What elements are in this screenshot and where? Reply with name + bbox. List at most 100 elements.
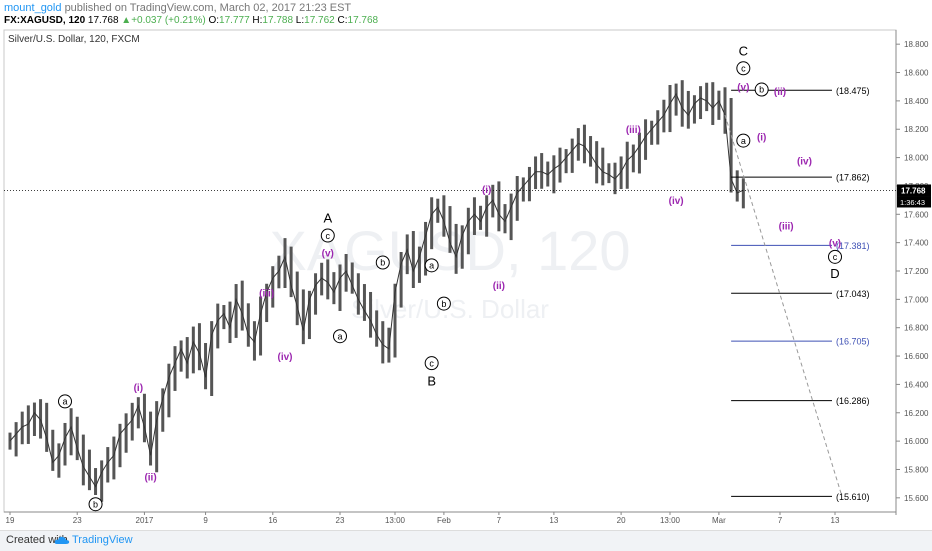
y-tick-label: 16.800 bbox=[904, 324, 929, 333]
wave-label: c bbox=[741, 63, 746, 73]
fib-level-label: (17.381) bbox=[836, 241, 870, 251]
tradingview-link[interactable]: TradingView bbox=[72, 534, 133, 546]
wave-label: (iv) bbox=[797, 156, 812, 167]
wave-label: b bbox=[380, 258, 385, 268]
wave-label: (v) bbox=[322, 249, 334, 260]
low-label: L: bbox=[295, 15, 305, 26]
x-tick-label: Feb bbox=[437, 516, 451, 525]
x-tick-label: 13:00 bbox=[385, 516, 406, 525]
x-tick-label: 13:00 bbox=[660, 516, 681, 525]
wave-circle bbox=[736, 61, 751, 76]
wave-label: a bbox=[337, 331, 342, 341]
fib-level-label: (18.475) bbox=[836, 86, 870, 96]
x-tick-label: 23 bbox=[336, 516, 345, 525]
wave-label: D bbox=[830, 266, 839, 281]
y-tick-label: 16.200 bbox=[904, 409, 929, 418]
wave-circle bbox=[58, 394, 72, 409]
wave-label: (i) bbox=[482, 185, 491, 196]
fib-level-label: (17.043) bbox=[836, 289, 870, 299]
wave-label: (v) bbox=[737, 83, 749, 94]
author-link[interactable]: mount_gold bbox=[4, 2, 62, 14]
published-text: published on TradingView.com, March 02, … bbox=[64, 2, 352, 14]
open-value: 17.777 bbox=[219, 15, 250, 26]
wave-label: b bbox=[759, 85, 764, 95]
high-label: H: bbox=[252, 15, 263, 26]
countdown-label: 1:36:43 bbox=[900, 198, 925, 207]
wave-circle bbox=[424, 356, 439, 371]
y-tick-label: 17.400 bbox=[904, 239, 929, 248]
wave-label: b bbox=[93, 499, 98, 509]
y-tick-label: 16.000 bbox=[904, 437, 929, 446]
y-tick-label: 18.800 bbox=[904, 40, 929, 49]
wave-circle bbox=[436, 296, 451, 311]
open-label: O: bbox=[208, 15, 220, 26]
author-line: mount_gold published on TradingView.com,… bbox=[4, 2, 351, 14]
wave-label: (i) bbox=[757, 132, 766, 143]
x-tick-label: 9 bbox=[203, 516, 208, 525]
y-tick-label: 18.400 bbox=[904, 97, 929, 106]
tradingview-cloud-icon bbox=[54, 536, 70, 544]
wave-circle bbox=[320, 228, 335, 243]
chart-title: Silver/U.S. Dollar, 120, FXCM bbox=[8, 34, 140, 45]
symbol-label: FX:XAGUSD, 120 bbox=[4, 15, 86, 26]
x-tick-label: 13 bbox=[831, 516, 840, 525]
fib-level-label: (17.862) bbox=[836, 173, 870, 183]
wave-label: (iii) bbox=[779, 222, 794, 233]
x-tick-label: 23 bbox=[73, 516, 82, 525]
wave-circle bbox=[828, 249, 842, 264]
wave-label: (v) bbox=[829, 239, 841, 250]
watermark-name: Silver/U.S. Dollar bbox=[351, 294, 549, 324]
wave-label: (iv) bbox=[278, 352, 293, 363]
y-tick-label: 15.800 bbox=[904, 465, 929, 474]
projection-line bbox=[724, 114, 842, 494]
wave-label: (iii) bbox=[626, 125, 641, 136]
y-tick-label: 16.400 bbox=[904, 380, 929, 389]
wave-label: (iii) bbox=[259, 288, 274, 299]
x-tick-label: Mar bbox=[712, 516, 726, 525]
x-tick-label: 16 bbox=[268, 516, 277, 525]
price-line bbox=[9, 92, 744, 488]
wave-circle bbox=[375, 255, 390, 270]
wave-label: (i) bbox=[134, 383, 143, 394]
footer-bar: Created with TradingView bbox=[0, 530, 932, 551]
wave-label: a bbox=[429, 261, 434, 271]
last-price: 17.768 bbox=[87, 15, 119, 26]
wave-label: a bbox=[62, 397, 67, 407]
wave-label: b bbox=[441, 299, 446, 309]
current-price-tag bbox=[897, 184, 931, 197]
close-label: C: bbox=[337, 15, 348, 26]
wave-label: (ii) bbox=[774, 87, 786, 98]
countdown-tag bbox=[897, 196, 931, 208]
current-price-label: 17.768 bbox=[901, 186, 926, 195]
wave-label: (ii) bbox=[493, 281, 505, 292]
price-change: ▲+0.037 (+0.21%) bbox=[121, 15, 206, 26]
ohlc-line: FX:XAGUSD, 120 17.768 ▲+0.037 (+0.21%) O… bbox=[4, 15, 378, 26]
x-tick-label: 20 bbox=[617, 516, 626, 525]
wave-label: (iv) bbox=[669, 196, 684, 207]
wave-label: c bbox=[429, 358, 434, 368]
wave-circle bbox=[754, 82, 769, 97]
wave-circle bbox=[333, 329, 347, 344]
y-tick-label: 15.600 bbox=[904, 494, 929, 503]
wave-circle bbox=[88, 497, 103, 512]
x-tick-label: 7 bbox=[778, 516, 783, 525]
y-tick-label: 18.000 bbox=[904, 154, 929, 163]
y-tick-label: 17.000 bbox=[904, 295, 929, 304]
x-tick-label: 7 bbox=[497, 516, 502, 525]
y-tick-label: 17.200 bbox=[904, 267, 929, 276]
chart-header: mount_gold published on TradingView.com,… bbox=[0, 0, 932, 30]
fib-level-label: (16.705) bbox=[836, 337, 870, 347]
y-tick-label: 18.600 bbox=[904, 69, 929, 78]
high-value: 17.788 bbox=[262, 15, 294, 26]
close-value: 17.768 bbox=[347, 15, 379, 26]
x-tick-label: 2017 bbox=[136, 516, 154, 525]
wave-circle bbox=[424, 258, 439, 273]
x-tick-label: 13 bbox=[549, 516, 558, 525]
created-with-text: Created with bbox=[6, 534, 68, 546]
fib-level-label: (15.610) bbox=[836, 492, 870, 502]
y-tick-label: 16.600 bbox=[904, 352, 929, 361]
wave-circle bbox=[736, 133, 751, 148]
wave-label: B bbox=[427, 374, 436, 389]
wave-label: C bbox=[739, 43, 748, 58]
